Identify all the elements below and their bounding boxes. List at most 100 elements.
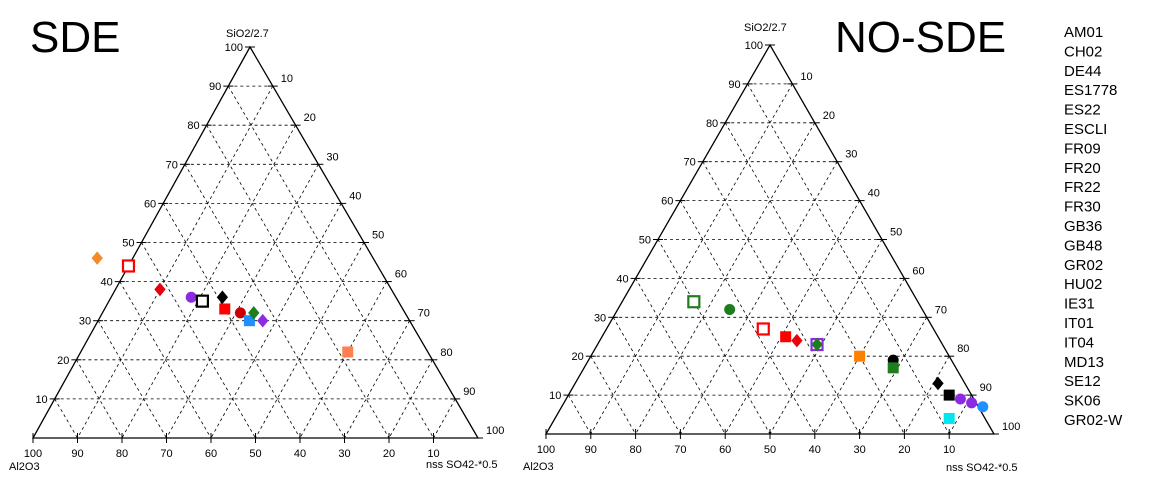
sde-grid-line <box>77 85 274 439</box>
data-point-it01 <box>257 313 269 328</box>
sde-right-tick-label: 60 <box>395 269 407 281</box>
no-sde-grid-line <box>612 317 681 435</box>
legend-entry-ch02: CH02 <box>1064 43 1102 60</box>
data-point-fr22 <box>195 294 209 308</box>
no-sde-grid-line <box>702 161 860 435</box>
sde-grid <box>54 85 456 439</box>
legend-entry-se12: SE12 <box>1064 373 1101 390</box>
sde-grid-line <box>166 164 319 439</box>
no-sde-right-tick-label: 60 <box>912 265 924 277</box>
no-sde-left-tick-label: 30 <box>594 312 606 324</box>
data-point-am01 <box>977 401 989 413</box>
data-point-es22 <box>121 259 136 273</box>
sde-grid-line <box>97 320 167 439</box>
data-point-es1778 <box>91 251 103 265</box>
data-point-fr30 <box>687 295 701 309</box>
sde-bottom-tick-label: 10 <box>427 448 439 460</box>
no-sde-grid-line <box>724 200 860 435</box>
no-sde-right-tick-label: 30 <box>845 149 857 161</box>
sde-left-tick-label: 30 <box>79 316 91 328</box>
data-point-fr20 <box>185 291 197 303</box>
data-point-it04 <box>854 350 866 362</box>
legend-entry-es22: ES22 <box>1064 102 1101 119</box>
sde-bottom-tick-label: 40 <box>294 448 306 460</box>
legend-entry-md13: MD13 <box>1064 354 1104 371</box>
sde-right-tick-label: 100 <box>486 425 504 437</box>
no-sde-right-axis-label: nss SO42-*0.5 <box>946 462 1018 474</box>
data-point-gb36 <box>219 303 231 315</box>
no-sde-bottom-tick-label: 100 <box>537 444 555 456</box>
sde-title: SDE <box>30 13 120 62</box>
no-sde-grid-line <box>904 356 950 435</box>
legend-entry-it01: IT01 <box>1064 315 1094 332</box>
legend-entry-de44: DE44 <box>1064 63 1102 80</box>
sde-left-axis-label: Al2O3 <box>9 461 40 473</box>
data-point-es22 <box>756 322 770 336</box>
sde-bottom-tick-label: 30 <box>338 448 350 460</box>
no-sde-left-tick-label: 100 <box>745 40 763 52</box>
no-sde-left-tick-label: 40 <box>616 273 628 285</box>
no-sde-grid-line <box>769 239 883 435</box>
no-sde-grid-line <box>747 83 950 435</box>
sde-bottom-tick-label: 80 <box>116 448 128 460</box>
sde-grid-line <box>141 242 256 439</box>
data-point-gr02 <box>943 389 955 401</box>
data-point-it01 <box>811 337 823 352</box>
no-sde-grid-line <box>590 83 793 435</box>
legend-entry-hu02: HU02 <box>1064 276 1102 293</box>
data-point-hu02 <box>954 393 966 405</box>
no-sde-right-tick-label: 10 <box>800 71 812 83</box>
sde-grid-line <box>54 398 78 439</box>
no-sde-bottom-tick-label: 90 <box>585 444 597 456</box>
sde-left-tick-label: 70 <box>166 159 178 171</box>
sde-right-tick-label: 40 <box>349 190 361 202</box>
data-point-fr20 <box>791 333 803 348</box>
data-point-de44 <box>216 290 229 305</box>
no-sde-left-tick-label: 60 <box>661 196 673 208</box>
sde-left-tick-label: 80 <box>187 120 199 132</box>
data-point-fr09 <box>154 282 166 297</box>
no-sde-bottom-tick-label: 50 <box>764 444 776 456</box>
sde-grid-line <box>227 85 434 439</box>
sde-bottom-tick-label: 60 <box>205 448 217 460</box>
sde-left-tick-label: 20 <box>57 355 69 367</box>
data-point-ch02 <box>943 412 955 424</box>
sde-left-tick-label: 60 <box>144 198 156 210</box>
no-sde-right-tick-label: 50 <box>890 227 902 239</box>
sde-right-tick-label: 20 <box>304 112 316 124</box>
data-point-ie31 <box>248 306 260 320</box>
sde-left-tick-label: 10 <box>35 394 47 406</box>
sde-markers <box>91 251 354 358</box>
sde-right-tick-label: 30 <box>326 151 338 163</box>
data-point-se12 <box>887 362 899 374</box>
legend-entry-ie31: IE31 <box>1064 296 1095 313</box>
no-sde-markers <box>687 295 989 424</box>
no-sde-left-tick-label: 90 <box>728 79 740 91</box>
no-sde-left-tick-label: 20 <box>572 351 584 363</box>
sde-ticks: 10 10 10 20 20 20 30 30 30 40 40 40 50 50 50 60 60 60 70 70… <box>24 42 505 460</box>
no-sde-grid-line <box>590 356 636 435</box>
legend-entry-sk06: SK06 <box>1064 393 1101 410</box>
no-sde-triangle-frame <box>544 43 996 435</box>
sde-right-tick-label: 80 <box>440 347 452 359</box>
no-sde-panel: NO-SDE SiO2/2.7 Al2O3 nss SO42-*0.5 1010… <box>523 13 1020 474</box>
no-sde-left-axis-label: Al2O3 <box>523 461 554 473</box>
sde-right-tick-label: 10 <box>281 73 293 85</box>
no-sde-right-tick-label: 40 <box>868 188 880 200</box>
no-sde-ticks: 10 10 10 20 20 20 30 30 30 40 40 40 50 50 50 60 60 60 70 70… <box>537 40 1021 456</box>
no-sde-left-tick-label: 10 <box>549 390 561 402</box>
sde-right-tick-label: 90 <box>463 386 475 398</box>
sde-grid-line <box>206 124 390 439</box>
no-sde-grid <box>568 83 972 435</box>
sde-grid-line <box>433 398 456 439</box>
sde-panel: SDE SiO2/2.7 Al2O3 nss SO42-*0.5 10 10 10 2… <box>9 13 504 473</box>
legend-entry-fr09: FR09 <box>1064 140 1101 157</box>
no-sde-bottom-tick-label: 30 <box>853 444 865 456</box>
legend-entry-fr22: FR22 <box>1064 179 1101 196</box>
data-point-gr02-w <box>966 397 978 409</box>
no-sde-grid-line <box>680 161 838 435</box>
sde-right-tick-label: 70 <box>418 308 430 320</box>
no-sde-grid-line <box>568 394 592 435</box>
no-sde-grid-line <box>657 239 771 435</box>
legend-entry-escli: ESCLI <box>1064 121 1107 138</box>
